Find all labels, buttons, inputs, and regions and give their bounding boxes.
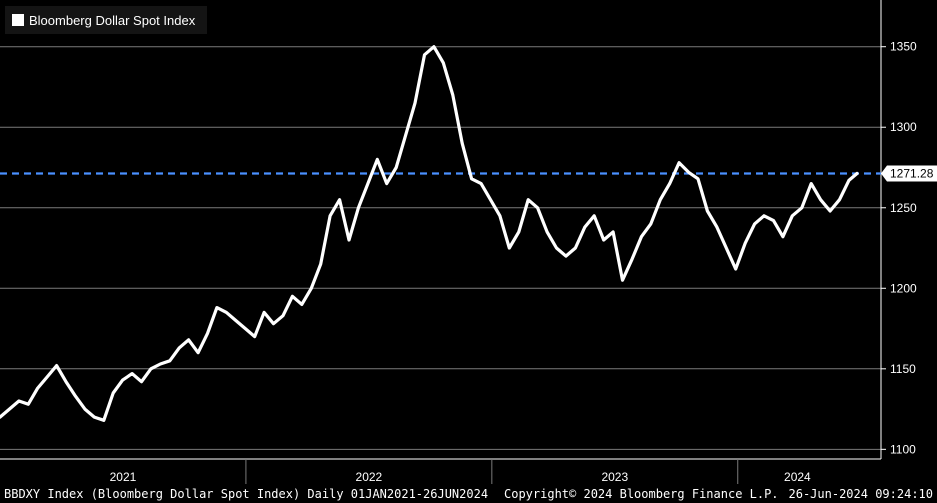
y-tick-label-1350: 1350 — [890, 40, 917, 54]
last-value-label: 1271.28 — [890, 166, 934, 180]
footer-copyright: Copyright© 2024 Bloomberg Finance L.P. — [504, 487, 779, 501]
footer-bar: BBDXY Index (Bloomberg Dollar Spot Index… — [0, 484, 937, 503]
y-tick-label-1200: 1200 — [890, 281, 917, 295]
series-line-bloomberg-dollar-spot-index — [0, 45, 859, 422]
gridlines — [0, 46, 881, 450]
legend-label: Bloomberg Dollar Spot Index — [29, 12, 196, 28]
series-layer — [0, 45, 859, 422]
legend: Bloomberg Dollar Spot Index — [5, 6, 207, 34]
y-tick-label-1250: 1250 — [890, 201, 917, 215]
x-tick-label-2022: 2022 — [356, 470, 383, 484]
axes — [0, 0, 886, 484]
last-value-layer: 1271.28 — [881, 165, 937, 182]
y-tick-label-1150: 1150 — [890, 362, 916, 376]
last-value-tag — [881, 165, 937, 182]
footer-ticker-info: BBDXY Index (Bloomberg Dollar Spot Index… — [4, 487, 489, 501]
x-tick-labels: 2021 2022 2023 2024 — [110, 470, 811, 484]
y-tick-labels: 1100 1150 1200 1250 1300 1350 — [890, 40, 917, 457]
y-tick-label-1300: 1300 — [890, 120, 917, 134]
x-tick-label-2024: 2024 — [784, 470, 811, 484]
y-tick-label-1100: 1100 — [890, 442, 916, 456]
footer-timestamp: 26-Jun-2024 09:24:10 — [788, 487, 934, 501]
x-tick-label-2023: 2023 — [601, 470, 628, 484]
legend-swatch — [12, 14, 24, 26]
x-tick-label-2021: 2021 — [110, 470, 137, 484]
